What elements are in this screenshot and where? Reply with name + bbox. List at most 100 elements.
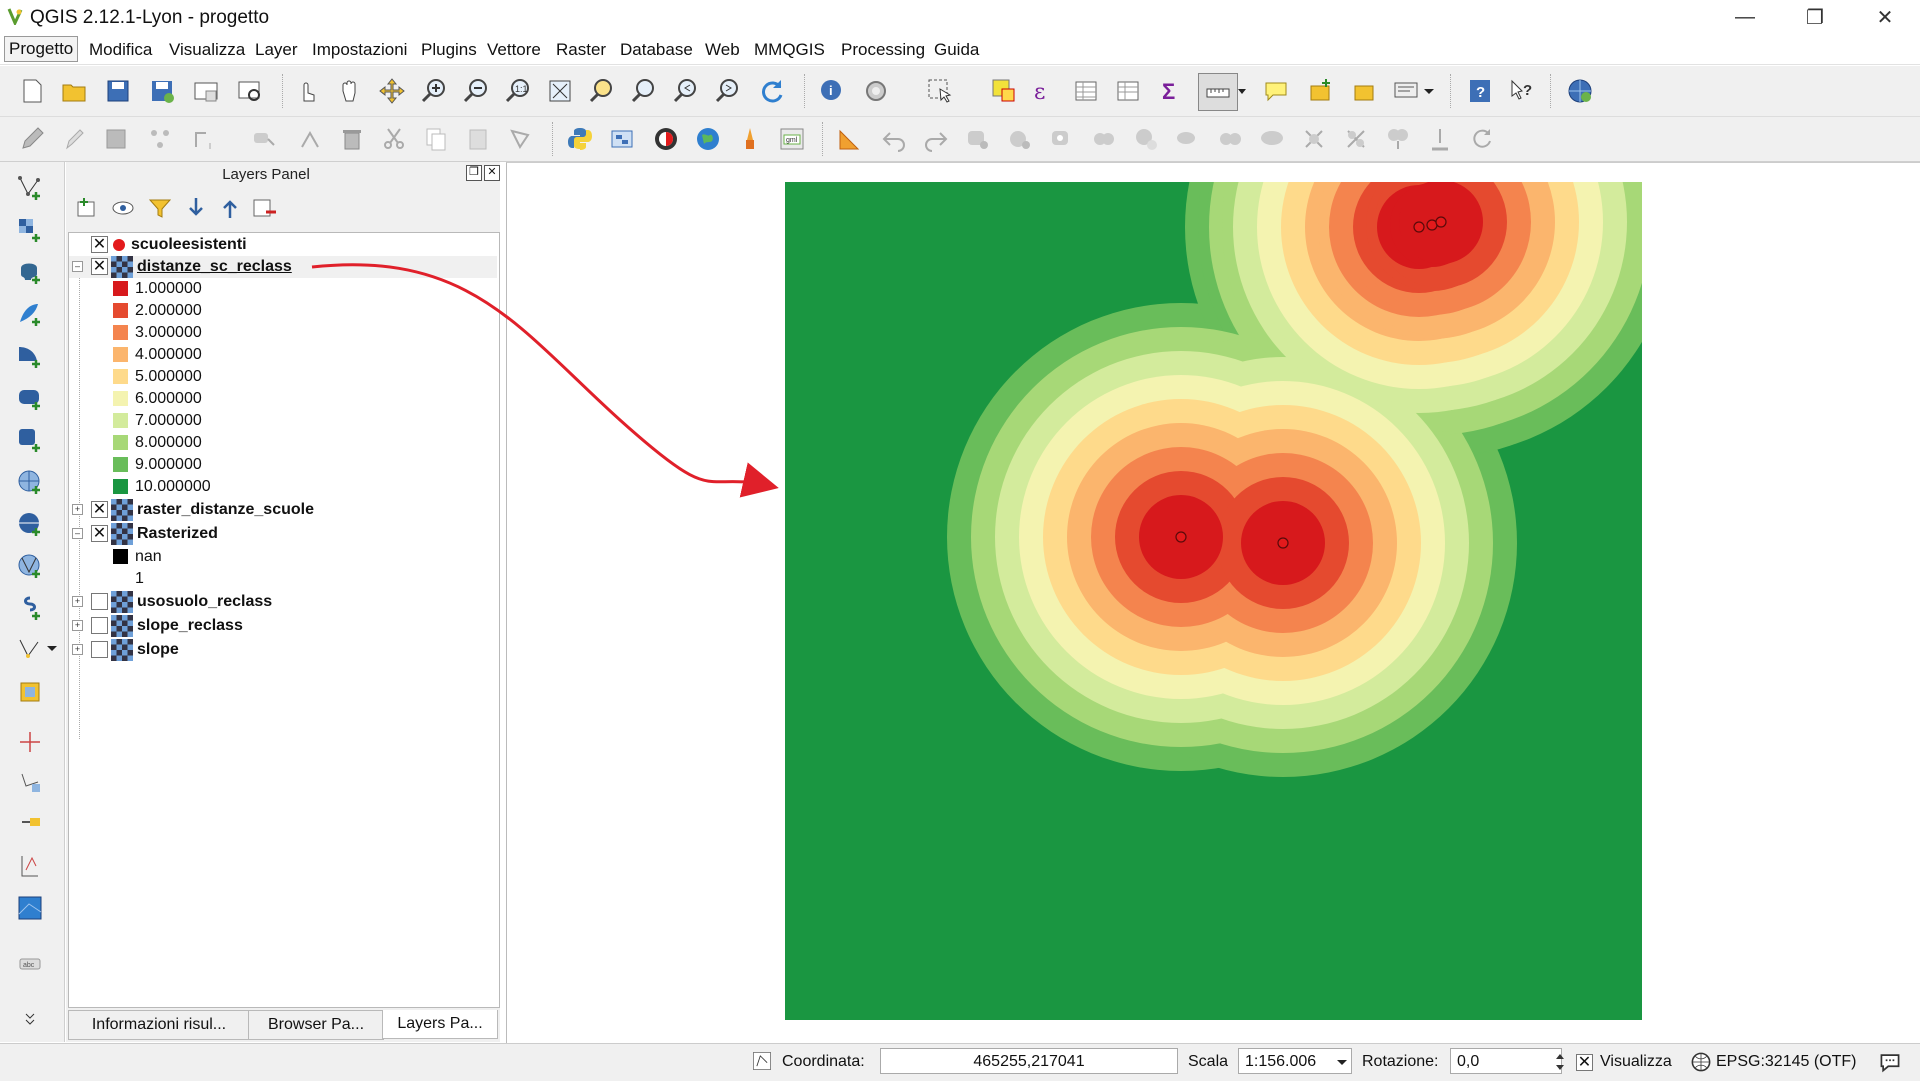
select-by-expression-icon[interactable]: ε xyxy=(1030,77,1058,105)
expand-toggle-icon[interactable]: + xyxy=(72,644,83,655)
zoom-out-icon[interactable] xyxy=(462,77,490,105)
open-project-icon[interactable] xyxy=(60,77,88,105)
menu-layer[interactable]: Layer xyxy=(255,40,298,59)
layer-visibility-checkbox[interactable]: ✕ xyxy=(91,501,108,518)
map-canvas-svg[interactable] xyxy=(507,163,1920,1042)
show-bookmarks-icon[interactable] xyxy=(1350,77,1378,105)
fill-ring-icon[interactable] xyxy=(1048,125,1076,153)
geo-tagger-icon[interactable] xyxy=(736,125,764,153)
web-globe-icon[interactable] xyxy=(1566,77,1594,105)
add-mssql-layer-icon[interactable] xyxy=(16,342,44,370)
cut-scissors-icon[interactable] xyxy=(380,125,408,153)
openlayers-plugin-icon[interactable] xyxy=(652,125,680,153)
offset-curve-icon[interactable] xyxy=(1216,125,1244,153)
split-features-icon[interactable] xyxy=(1300,125,1328,153)
tab-browser-panel[interactable]: Browser Pa... xyxy=(248,1010,384,1040)
collapse-toggle-icon[interactable]: – xyxy=(72,528,83,539)
rotate-feature-icon[interactable] xyxy=(1468,125,1496,153)
current-edits-icon[interactable] xyxy=(18,125,46,153)
identify-icon[interactable]: i xyxy=(818,77,846,105)
add-spatialite-layer-icon[interactable] xyxy=(16,300,44,328)
move-feature-icon[interactable] xyxy=(190,125,218,153)
expand-toggle-icon[interactable]: + xyxy=(72,596,83,607)
rotation-spinbox[interactable]: 0,0 xyxy=(1450,1048,1562,1074)
digitize-tool-icon[interactable] xyxy=(16,768,44,796)
layer-visibility-checkbox[interactable]: ✕ xyxy=(91,258,108,275)
processing-modeler-icon[interactable] xyxy=(608,125,636,153)
menu-processing[interactable]: Processing xyxy=(841,40,926,59)
python-console-icon[interactable] xyxy=(566,125,594,153)
layer-visibility-checkbox[interactable]: ✕ xyxy=(91,525,108,542)
add-circular-string-icon[interactable] xyxy=(16,728,44,756)
filter-legend-icon[interactable] xyxy=(146,194,174,222)
coordinate-field[interactable]: 465255,217041 xyxy=(880,1048,1178,1074)
add-feature-icon[interactable] xyxy=(146,125,174,153)
layer-row-raster-distanze-scuole[interactable]: + ✕ raster_distanze_scuole xyxy=(69,499,497,521)
paste-features-icon[interactable] xyxy=(464,125,492,153)
delete-part-icon[interactable] xyxy=(1132,125,1160,153)
menu-plugins[interactable]: Plugins xyxy=(421,40,477,59)
composer-manager-icon[interactable] xyxy=(236,77,264,105)
render-checkbox[interactable]: ✕ xyxy=(1576,1054,1593,1071)
pan-hand-icon[interactable] xyxy=(336,77,364,105)
add-vector-layer-icon[interactable] xyxy=(16,174,44,202)
simplify-feature-icon[interactable] xyxy=(1258,125,1286,153)
remove-layer-icon[interactable] xyxy=(250,194,278,222)
scale-dropdown-arrow-icon[interactable] xyxy=(1334,1050,1350,1074)
zoom-next-icon[interactable] xyxy=(714,77,742,105)
statistics-sigma-icon[interactable]: Σ xyxy=(1156,77,1184,105)
label-tool-icon[interactable]: abc xyxy=(16,950,44,978)
text-annotation-icon[interactable] xyxy=(1392,77,1420,105)
zoom-in-icon[interactable] xyxy=(420,77,448,105)
menu-web[interactable]: Web xyxy=(705,40,740,59)
map-canvas[interactable] xyxy=(506,162,1920,1043)
annotation-dropdown-arrow-icon[interactable] xyxy=(1422,77,1436,105)
save-layer-edits-icon[interactable] xyxy=(102,125,130,153)
add-db2-layer-icon[interactable] xyxy=(16,384,44,412)
menu-vettore[interactable]: Vettore xyxy=(487,40,541,59)
gml-export-icon[interactable]: gml xyxy=(778,125,806,153)
toolbar-expand-chevron-icon[interactable] xyxy=(16,1004,44,1032)
collapse-toggle-icon[interactable]: – xyxy=(72,261,83,272)
add-ring-icon[interactable] xyxy=(964,125,992,153)
measure-dropdown-arrow-icon[interactable] xyxy=(1236,77,1248,105)
add-oracle-layer-icon[interactable] xyxy=(16,426,44,454)
zoom-to-layer-icon[interactable] xyxy=(630,77,658,105)
delete-ring-icon[interactable] xyxy=(1090,125,1118,153)
whats-this-icon[interactable]: ? xyxy=(1508,77,1536,105)
coordinate-toggle-icon[interactable] xyxy=(750,1049,774,1073)
panel-close-button[interactable]: ✕ xyxy=(484,165,500,181)
close-window-button[interactable]: ✕ xyxy=(1876,6,1894,29)
save-as-icon[interactable] xyxy=(148,77,176,105)
menu-database[interactable]: Database xyxy=(620,40,693,59)
layer-row-usosuolo-reclass[interactable]: + usosuolo_reclass xyxy=(69,591,497,613)
add-wcs-layer-icon[interactable] xyxy=(16,510,44,538)
select-features-icon[interactable] xyxy=(926,77,954,105)
add-group-icon[interactable] xyxy=(74,194,102,222)
touch-zoom-icon[interactable] xyxy=(292,77,320,105)
copy-features-icon[interactable] xyxy=(422,125,450,153)
deselect-features-icon[interactable] xyxy=(990,77,1018,105)
layer-row-slope-reclass[interactable]: + slope_reclass xyxy=(69,615,497,637)
layer-row-scuoleesistenti[interactable]: ✕ scuoleesistenti xyxy=(69,234,497,256)
menu-impostazioni[interactable]: Impostazioni xyxy=(312,40,408,59)
layer-visibility-checkbox[interactable] xyxy=(91,617,108,634)
measure-line-icon[interactable] xyxy=(1198,73,1238,111)
add-virtual-layer-icon[interactable] xyxy=(16,678,44,706)
map-tips-icon[interactable] xyxy=(1262,77,1290,105)
add-part-icon[interactable] xyxy=(1006,125,1034,153)
menu-raster[interactable]: Raster xyxy=(556,40,607,59)
zoom-last-icon[interactable] xyxy=(672,77,700,105)
layer-row-distanze-sc-reclass[interactable]: – ✕ distanze_sc_reclass xyxy=(69,256,497,278)
messages-speech-bubble-icon[interactable] xyxy=(1878,1050,1902,1074)
rotation-stepper-icon[interactable] xyxy=(1553,1048,1567,1076)
toggle-editing-icon[interactable] xyxy=(60,125,88,153)
add-postgis-layer-icon[interactable] xyxy=(16,258,44,286)
save-project-icon[interactable] xyxy=(104,77,132,105)
add-wfs-layer-icon[interactable] xyxy=(16,552,44,580)
split-parts-icon[interactable] xyxy=(1342,125,1370,153)
new-print-composer-icon[interactable] xyxy=(192,77,220,105)
merge-features-icon[interactable] xyxy=(1384,125,1412,153)
menu-progetto[interactable]: Progetto xyxy=(4,36,79,62)
zoom-full-icon[interactable] xyxy=(546,77,574,105)
